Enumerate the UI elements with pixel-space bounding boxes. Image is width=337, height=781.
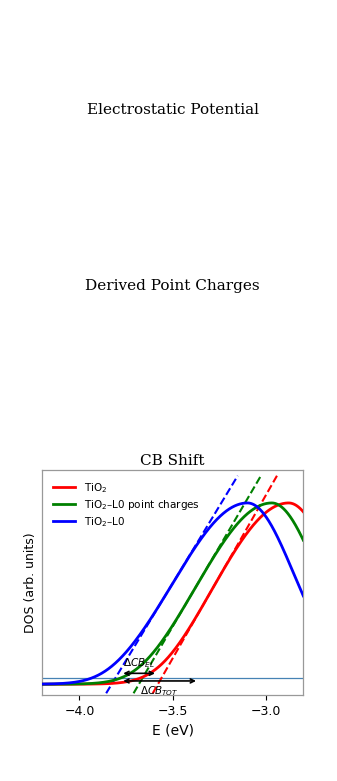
TiO$_2$	[140, 672, 144, 682]
X-axis label: E (eV): E (eV)	[152, 723, 194, 737]
Y-axis label: DOS (arb. units): DOS (arb. units)	[24, 533, 37, 633]
TiO$_2$	[301, 507, 305, 516]
TiO$_2$	[85, 679, 89, 689]
Title: CB Shift: CB Shift	[141, 454, 205, 468]
TiO$_2$–L0 point charges	[40, 679, 44, 689]
Text: $\Delta CB_{TOT}$: $\Delta CB_{TOT}$	[141, 685, 179, 698]
TiO$_2$–L0 point charges	[152, 647, 156, 657]
TiO$_2$–L0	[268, 519, 272, 528]
TiO$_2$–L0	[152, 610, 156, 619]
TiO$_2$–L0	[245, 498, 249, 508]
Line: TiO$_2$–L0: TiO$_2$–L0	[42, 503, 303, 684]
TiO$_2$	[40, 679, 44, 689]
Legend: TiO$_2$, TiO$_2$–L0 point charges, TiO$_2$–L0: TiO$_2$, TiO$_2$–L0 point charges, TiO$_…	[47, 476, 205, 533]
TiO$_2$	[286, 498, 290, 508]
Text: Electrostatic Potential: Electrostatic Potential	[87, 102, 259, 116]
TiO$_2$	[70, 679, 74, 689]
TiO$_2$–L0	[296, 580, 300, 589]
TiO$_2$–L0 point charges	[296, 526, 300, 535]
TiO$_2$–L0 point charges	[85, 679, 89, 688]
TiO$_2$	[268, 505, 272, 514]
Line: TiO$_2$: TiO$_2$	[42, 503, 303, 684]
TiO$_2$–L0	[140, 626, 144, 636]
TiO$_2$	[296, 502, 300, 512]
TiO$_2$–L0 point charges	[301, 536, 305, 545]
Text: Derived Point Charges: Derived Point Charges	[85, 279, 260, 293]
TiO$_2$–L0	[40, 679, 44, 689]
TiO$_2$–L0 point charges	[140, 659, 144, 669]
TiO$_2$–L0	[301, 591, 305, 601]
Line: TiO$_2$–L0 point charges: TiO$_2$–L0 point charges	[42, 503, 303, 684]
TiO$_2$–L0 point charges	[70, 679, 74, 689]
TiO$_2$–L0 point charges	[270, 498, 274, 508]
TiO$_2$–L0	[70, 678, 74, 687]
TiO$_2$	[152, 666, 156, 676]
TiO$_2$–L0 point charges	[268, 498, 272, 508]
TiO$_2$–L0	[85, 675, 89, 684]
Text: $\Delta CB_{EL}$: $\Delta CB_{EL}$	[123, 656, 155, 670]
